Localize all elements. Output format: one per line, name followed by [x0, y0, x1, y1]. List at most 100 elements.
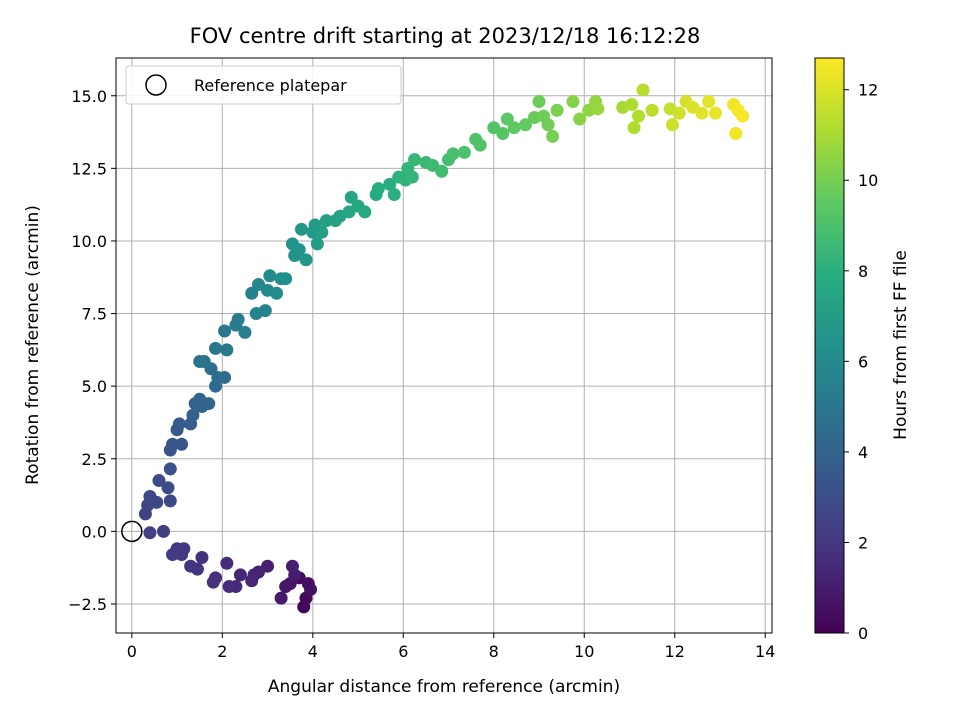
data-point [435, 164, 449, 178]
data-point [245, 286, 259, 300]
data-point [163, 494, 177, 508]
colorbar [814, 57, 845, 634]
data-point [310, 237, 324, 251]
x-axis-ticks: 0 2 4 6 8 10 12 14 [127, 633, 775, 661]
y-tick-label: 7.5 [82, 305, 107, 324]
data-point [161, 481, 175, 495]
data-point [233, 568, 247, 582]
data-point [279, 272, 293, 286]
data-point [315, 225, 329, 239]
data-points [138, 83, 750, 614]
plot-frame [115, 57, 773, 634]
grid [116, 58, 772, 633]
colorbar-tick-label: 8 [858, 262, 868, 281]
data-point [218, 370, 232, 384]
data-point [166, 437, 180, 451]
data-point [166, 548, 180, 562]
data-point [304, 582, 318, 596]
legend: Reference platepar [125, 65, 402, 105]
data-point [220, 343, 234, 357]
data-point [541, 118, 555, 132]
colorbar-tick-label: 12 [858, 81, 878, 100]
data-point [245, 574, 259, 588]
data-point [163, 462, 177, 476]
legend-label: Reference platepar [194, 76, 347, 95]
data-point [665, 118, 679, 132]
data-point [702, 95, 716, 109]
data-point [319, 214, 333, 228]
data-point [157, 524, 171, 538]
colorbar-tick-label: 0 [858, 624, 868, 643]
y-tick-label: 15.0 [71, 87, 107, 106]
data-point [507, 121, 521, 135]
data-point [636, 83, 650, 97]
x-tick-label: 8 [489, 642, 499, 661]
data-point [645, 103, 659, 117]
data-point [532, 95, 546, 109]
chart-title: FOV centre drift starting at 2023/12/18 … [190, 24, 701, 48]
data-point [625, 97, 639, 111]
colorbar-tick-label: 6 [858, 352, 868, 371]
data-point [672, 106, 686, 120]
colorbar-tick-label: 10 [858, 171, 878, 190]
y-tick-label: −2.5 [68, 595, 107, 614]
data-point [632, 109, 646, 123]
data-point [195, 550, 209, 564]
x-tick-label: 12 [665, 642, 685, 661]
data-point [294, 222, 308, 236]
data-point [143, 526, 157, 540]
reference-platepar-marker [121, 520, 143, 543]
data-point [152, 474, 166, 488]
data-point [518, 118, 532, 132]
x-tick-label: 0 [127, 642, 137, 661]
y-tick-label: 10.0 [71, 232, 107, 251]
legend-box [125, 65, 402, 105]
data-point [299, 253, 313, 267]
data-point [496, 127, 510, 141]
data-point [627, 121, 641, 135]
data-point [500, 112, 514, 126]
data-point [231, 312, 245, 326]
data-point [591, 102, 605, 116]
data-point [263, 269, 277, 283]
data-point [175, 437, 189, 451]
data-point [473, 138, 487, 152]
colorbar-tick-label: 4 [858, 443, 868, 462]
data-point [218, 324, 232, 338]
data-point [279, 580, 293, 594]
data-point [695, 106, 709, 120]
data-point [150, 495, 164, 509]
data-point [736, 109, 750, 123]
data-point [209, 341, 223, 355]
y-tick-label: 2.5 [82, 450, 107, 469]
data-point [405, 170, 419, 184]
colorbar-tick-label: 2 [858, 533, 868, 552]
x-tick-label: 14 [755, 642, 775, 661]
data-point [184, 559, 198, 573]
x-tick-label: 4 [308, 642, 318, 661]
x-axis-label: Angular distance from reference (arcmin) [268, 677, 620, 697]
data-point [270, 286, 284, 300]
data-point [222, 580, 236, 594]
data-point [274, 591, 288, 605]
data-point [358, 205, 372, 219]
data-point [708, 106, 722, 120]
data-point [546, 129, 560, 143]
data-point [197, 354, 211, 368]
colorbar-label: Hours from first FF file [891, 250, 911, 440]
data-point [220, 556, 234, 570]
data-point [566, 95, 580, 109]
y-axis-ticks: −2.5 0.0 2.5 5.0 7.5 10.0 12.5 15.0 [68, 87, 116, 614]
legend-marker [145, 74, 167, 96]
data-point [238, 325, 252, 339]
data-point [172, 417, 186, 431]
data-point [729, 127, 743, 141]
x-tick-label: 10 [574, 642, 594, 661]
data-point [186, 408, 200, 422]
data-point [292, 243, 306, 257]
colorbar-ticks: 0 2 4 6 8 10 12 [844, 81, 878, 643]
y-tick-label: 0.0 [82, 522, 107, 541]
data-point [387, 187, 401, 201]
data-point [550, 103, 564, 117]
